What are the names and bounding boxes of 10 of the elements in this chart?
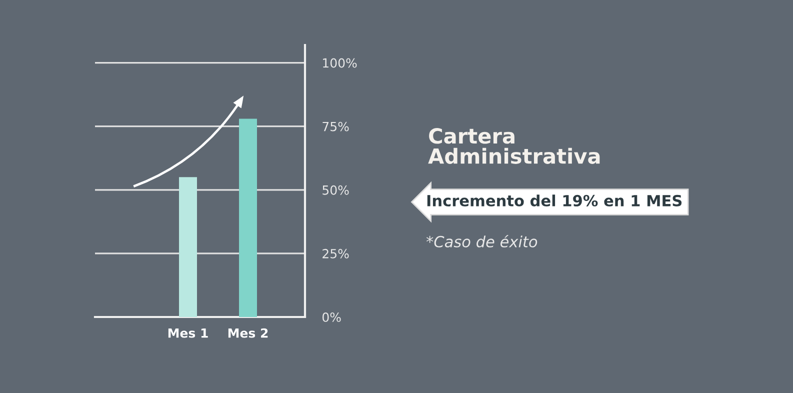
y-tick-label: 50% — [322, 185, 349, 195]
x-tick-label: Mes 1 — [168, 328, 208, 338]
y-tick-label: 100% — [323, 58, 357, 68]
y-tick-label: 0% — [322, 312, 341, 322]
text: Incremento del 19% en 1 MES — [427, 194, 682, 206]
x-tick-label: Mes 2 — [228, 328, 268, 338]
y-tick-label: 25% — [322, 248, 349, 258]
text: *Caso de éxito — [426, 234, 538, 248]
y-tick-label: 75% — [322, 122, 349, 132]
text: Cartera Administrativa — [428, 128, 600, 164]
